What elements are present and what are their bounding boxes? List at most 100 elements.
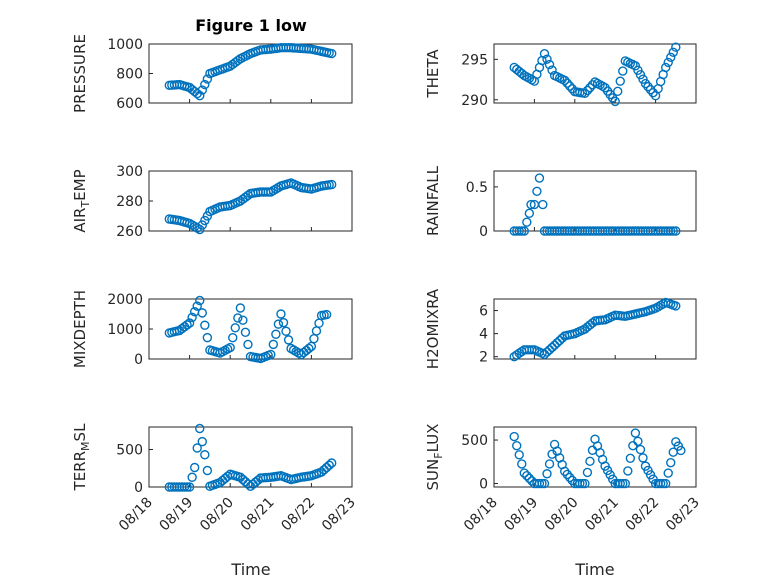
y-axis-label: H2OMIXRA	[424, 288, 442, 369]
data-point	[676, 445, 686, 456]
data-points	[509, 428, 686, 489]
data-points	[509, 42, 681, 107]
data-point	[618, 66, 628, 76]
subplot-3: 260 280 300 AIRTEMP	[71, 164, 353, 240]
subplot-6: 2 4 6 H2OMIXRA	[424, 288, 697, 369]
x-tick-label: 08/18	[461, 495, 501, 535]
y-tick-label: 0	[479, 477, 488, 493]
subplot-8: 0 500 08/18 08/19 08/20 08/21 08/22 08/23 SUNFLU…	[424, 424, 703, 535]
y-tick-label: 280	[116, 194, 143, 210]
data-point	[534, 478, 545, 489]
data-point	[522, 471, 532, 481]
x-axis-label-right: Time	[574, 560, 614, 579]
data-point	[514, 226, 524, 236]
data-point	[668, 47, 678, 57]
data-point	[539, 349, 550, 360]
data-point	[542, 347, 552, 357]
data-point	[544, 345, 555, 355]
data-point	[542, 54, 552, 64]
y-tick-label: 800	[116, 67, 143, 83]
data-point	[663, 57, 673, 68]
data-point	[580, 88, 590, 99]
data-point	[565, 472, 575, 483]
data-point	[635, 444, 646, 455]
y-tick-label: 600	[116, 96, 143, 112]
x-tick-label: 08/19	[157, 495, 197, 535]
data-point	[557, 333, 567, 343]
data-point	[324, 460, 334, 470]
data-point	[202, 465, 213, 476]
x-tick-label: 08/20	[197, 495, 237, 535]
x-tick-label: 08/19	[501, 495, 541, 535]
data-point	[519, 468, 529, 478]
data-point	[544, 59, 555, 70]
axes-box	[493, 426, 697, 488]
data-points	[164, 295, 332, 364]
data-point	[610, 96, 620, 107]
data-point	[509, 431, 519, 442]
data-point	[539, 49, 550, 59]
y-axis-label: MIXDEPTH	[71, 290, 89, 368]
data-point	[184, 482, 195, 492]
data-point	[524, 473, 535, 483]
data-point	[640, 78, 651, 89]
data-point	[565, 81, 575, 91]
x-tick-label: 08/23	[319, 495, 359, 535]
data-point	[661, 62, 671, 73]
data-point	[547, 65, 557, 75]
data-point	[197, 85, 207, 95]
data-point	[522, 217, 532, 227]
data-point	[623, 466, 633, 476]
data-point	[197, 308, 207, 318]
y-tick-label: 1000	[107, 322, 143, 338]
data-point	[537, 478, 547, 489]
data-point	[273, 319, 284, 329]
data-point	[304, 343, 314, 354]
data-point	[187, 472, 197, 482]
data-point	[189, 462, 200, 473]
data-point	[615, 478, 625, 489]
data-point	[575, 478, 585, 489]
data-point	[615, 76, 625, 86]
data-point	[195, 423, 205, 434]
data-point	[192, 443, 202, 453]
data-points	[164, 178, 337, 235]
data-point	[547, 449, 557, 459]
data-point	[243, 339, 253, 350]
y-tick-label: 6	[479, 304, 488, 320]
y-tick-label: 0	[134, 480, 143, 496]
data-point	[197, 436, 207, 447]
data-point	[671, 226, 681, 236]
axes-box	[493, 298, 697, 360]
y-tick-label: 2000	[107, 292, 143, 308]
data-point	[200, 79, 210, 90]
data-point	[544, 459, 555, 469]
y-tick-label: 0.5	[466, 180, 488, 196]
data-point	[547, 342, 557, 353]
data-point	[182, 482, 192, 492]
y-tick-label: 300	[116, 164, 143, 180]
data-points	[164, 42, 337, 101]
data-point	[200, 320, 210, 330]
data-point	[276, 309, 286, 319]
y-tick-label: 4	[479, 327, 488, 343]
data-point	[187, 312, 197, 323]
data-point	[620, 478, 630, 489]
data-point	[195, 295, 205, 306]
y-axis-label: TERRMSL	[71, 423, 92, 492]
data-point	[195, 90, 205, 101]
x-axis-label-left: Time	[230, 560, 270, 579]
data-point	[655, 478, 666, 489]
data-point	[560, 466, 570, 477]
data-point	[233, 55, 243, 66]
data-point	[630, 428, 641, 438]
y-tick-label: 0	[134, 352, 143, 368]
data-point	[549, 340, 560, 350]
subplot-7: 0 500 08/18 08/19 08/20 08/21 08/22 08/23 TERRMS…	[71, 423, 359, 534]
data-point	[560, 75, 570, 86]
data-point	[184, 318, 195, 328]
data-point	[538, 199, 548, 210]
data-point	[554, 335, 565, 346]
